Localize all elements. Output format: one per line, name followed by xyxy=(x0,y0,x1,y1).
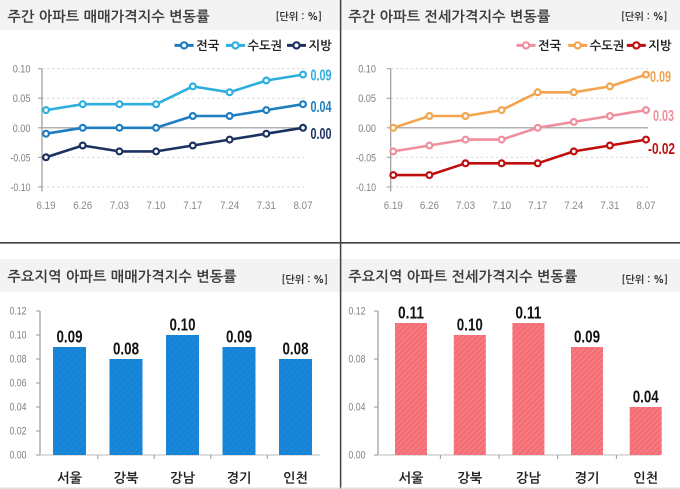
svg-text:6.19: 6.19 xyxy=(37,200,56,212)
svg-text:0.09: 0.09 xyxy=(311,68,332,85)
svg-text:7.31: 7.31 xyxy=(600,200,619,212)
svg-text:-0.10: -0.10 xyxy=(356,182,376,194)
svg-text:0.00: 0.00 xyxy=(349,450,366,462)
svg-text:0.11: 0.11 xyxy=(398,303,424,323)
svg-text:7.31: 7.31 xyxy=(257,200,276,212)
svg-text:0.05: 0.05 xyxy=(358,93,376,105)
svg-text:0.08: 0.08 xyxy=(113,339,139,359)
svg-text:0.00: 0.00 xyxy=(358,123,376,135)
svg-text:7.03: 7.03 xyxy=(110,200,129,212)
svg-text:0.02: 0.02 xyxy=(10,426,27,438)
svg-text:0.00: 0.00 xyxy=(10,450,27,462)
svg-text:7.10: 7.10 xyxy=(492,200,511,212)
svg-text:0.09: 0.09 xyxy=(226,327,252,347)
svg-text:0.00: 0.00 xyxy=(13,123,31,135)
svg-text:8.07: 8.07 xyxy=(637,200,656,212)
svg-text:0.12: 0.12 xyxy=(349,306,366,318)
svg-text:6.26: 6.26 xyxy=(420,200,439,212)
svg-text:7.17: 7.17 xyxy=(528,200,547,212)
svg-text:0.10: 0.10 xyxy=(358,64,376,76)
svg-text:7.17: 7.17 xyxy=(183,200,202,212)
svg-text:0.10: 0.10 xyxy=(13,64,31,76)
svg-text:0.10: 0.10 xyxy=(170,315,196,335)
svg-text:-0.05: -0.05 xyxy=(11,152,31,164)
svg-text:0.03: 0.03 xyxy=(653,108,674,125)
svg-text:0.11: 0.11 xyxy=(515,303,541,323)
svg-text:8.07: 8.07 xyxy=(294,200,313,212)
svg-text:7.03: 7.03 xyxy=(456,200,475,212)
svg-text:0.09: 0.09 xyxy=(57,327,83,347)
svg-text:7.24: 7.24 xyxy=(220,200,239,212)
svg-text:0.08: 0.08 xyxy=(10,354,27,366)
svg-text:0.12: 0.12 xyxy=(10,306,27,318)
svg-text:0.04: 0.04 xyxy=(633,387,659,407)
svg-text:0.04: 0.04 xyxy=(10,402,27,414)
svg-text:6.19: 6.19 xyxy=(384,200,403,212)
svg-text:-0.05: -0.05 xyxy=(356,152,376,164)
svg-text:0.04: 0.04 xyxy=(311,99,332,116)
svg-text:-0.02: -0.02 xyxy=(648,141,675,158)
svg-text:0.08: 0.08 xyxy=(349,354,366,366)
svg-text:0.10: 0.10 xyxy=(10,330,27,342)
svg-text:0.05: 0.05 xyxy=(13,93,31,105)
svg-text:0.06: 0.06 xyxy=(10,378,27,390)
svg-text:0.09: 0.09 xyxy=(574,327,600,347)
svg-text:7.24: 7.24 xyxy=(564,200,583,212)
svg-text:6.26: 6.26 xyxy=(73,200,92,212)
svg-text:0.04: 0.04 xyxy=(349,402,366,414)
svg-text:0.00: 0.00 xyxy=(311,126,332,143)
svg-text:0.10: 0.10 xyxy=(457,315,483,335)
svg-text:-0.10: -0.10 xyxy=(11,182,31,194)
svg-text:0.09: 0.09 xyxy=(650,69,671,86)
svg-text:0.08: 0.08 xyxy=(283,339,309,359)
svg-text:7.10: 7.10 xyxy=(147,200,166,212)
